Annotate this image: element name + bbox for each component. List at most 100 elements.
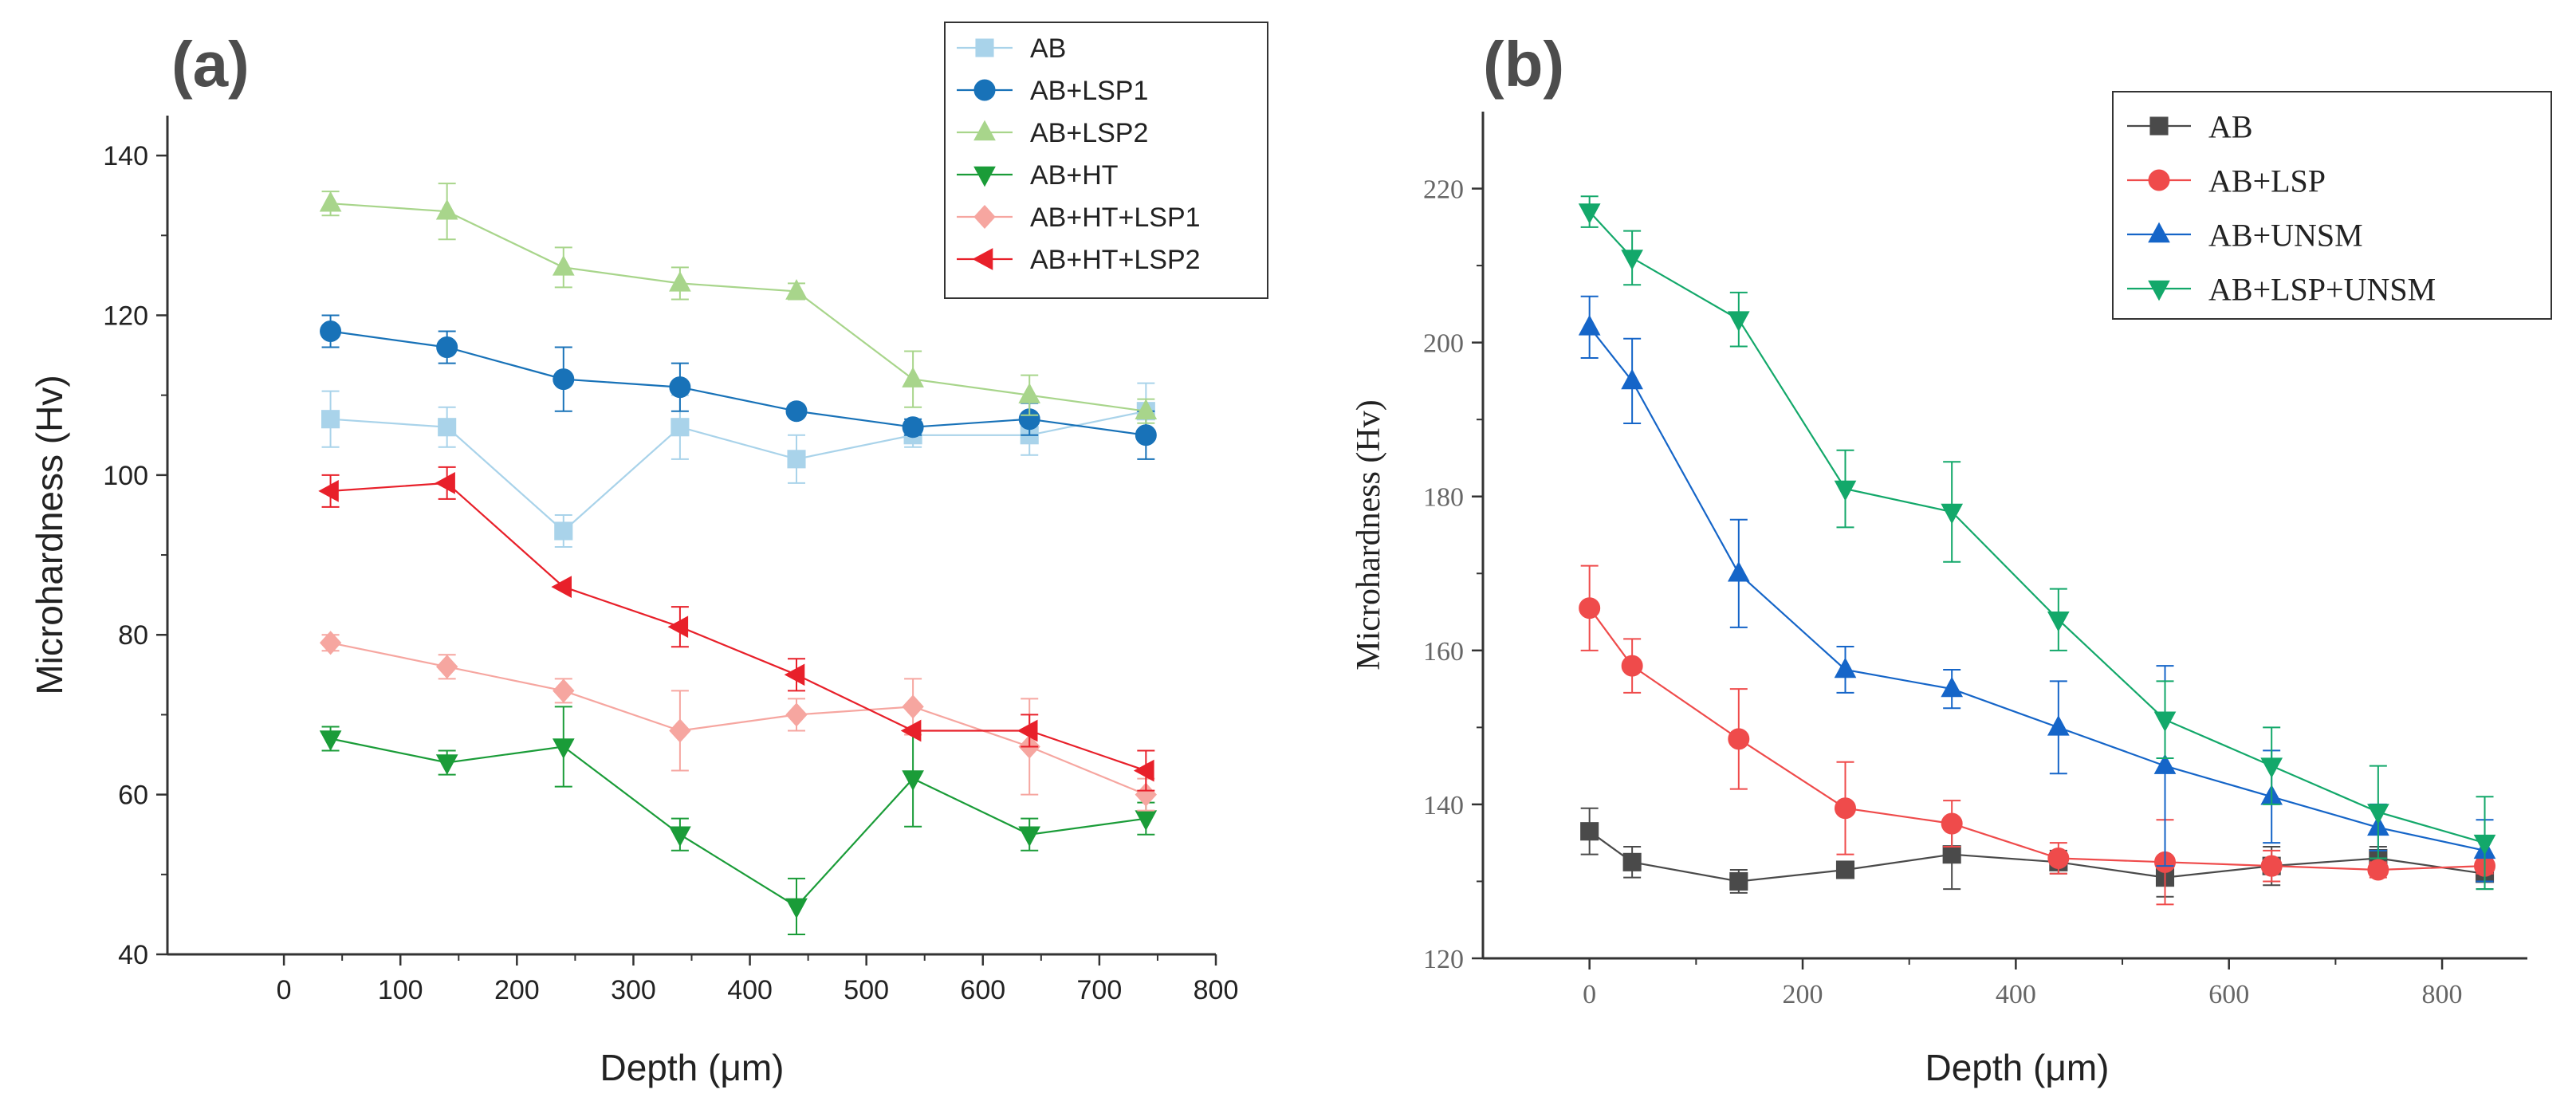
panel-a-point-ab <box>554 521 573 541</box>
panel-a-legend-marker-ab-ht-lsp2 <box>972 248 993 270</box>
panel-b-point-ab-lsp-unsm <box>2047 612 2070 632</box>
panel-a-point-ab-ht-lsp1 <box>669 718 691 743</box>
panel-b-x-tick-label: 0 <box>1583 980 1596 1009</box>
panel-a-point-ab-lsp1 <box>785 400 808 423</box>
panel-b-point-ab-unsm <box>1941 676 1964 698</box>
panel-b-x-tick-label: 600 <box>2208 980 2249 1009</box>
panel-a-y-axis-label: Microhardness (Hv) <box>29 375 70 694</box>
panel-a-series-ab-lsp2 <box>319 183 1158 424</box>
panel-a-legend-label-ab-ht-lsp1: AB+HT+LSP1 <box>1030 203 1201 233</box>
panel-b-y-axis-label: Microhardness (Hv) <box>1351 399 1387 670</box>
panel-b-point-ab-lsp <box>2260 855 2283 877</box>
panel-a-x-tick-label: 500 <box>844 975 889 1005</box>
panel-a-point-ab <box>321 410 340 429</box>
panel-b-point-ab-lsp <box>2367 859 2389 881</box>
panel-a-legend-label-ab-lsp1: AB+LSP1 <box>1030 76 1148 106</box>
panel-a-point-ab-ht-lsp1 <box>436 655 458 679</box>
panel-a-series-ab-ht-lsp2 <box>318 466 1155 792</box>
panel-a-point-ab-ht-lsp2 <box>1017 719 1038 742</box>
panel-a-y-tick-label: 140 <box>103 141 148 171</box>
panel-a-point-ab-lsp2 <box>552 255 575 276</box>
panel-a-point-ab-ht <box>785 898 808 919</box>
panel-a-point-ab-lsp1 <box>669 376 691 399</box>
panel-a-line-ab-lsp2 <box>330 203 1146 412</box>
panel-b-point-ab <box>1942 845 1961 864</box>
panel-b-legend-item-ab-lsp-unsm: AB+LSP+UNSM <box>2127 271 2436 307</box>
panel-a-point-ab <box>671 418 690 437</box>
panel-a-point-ab-ht <box>902 770 924 791</box>
panel-a-legend-label-ab-ht: AB+HT <box>1030 160 1119 191</box>
panel-a-label: (a) <box>171 29 250 100</box>
panel-a-legend-marker-ab <box>975 38 994 57</box>
panel-a-legend-marker-ab-lsp2 <box>973 120 996 141</box>
panel-b-point-ab-lsp <box>1834 797 1856 820</box>
panel-b-legend-item-ab: AB <box>2127 108 2253 144</box>
panel-a-point-ab-ht-lsp2 <box>667 616 689 639</box>
panel-a-legend-label-ab: AB <box>1030 33 1066 64</box>
panel-a: (a) 0 100 200 300 400 500 600 700 800 40 60 80 100 12… <box>29 22 1268 1088</box>
panel-b-point-ab-lsp-unsm <box>2260 757 2283 778</box>
panel-a-legend-item-ab-lsp2: AB+LSP2 <box>957 118 1148 148</box>
panel-b-x-axis-label: Depth (μm) <box>1925 1047 2110 1088</box>
panel-a-x-tick-label: 800 <box>1194 975 1239 1005</box>
panel-b-legend-box <box>2112 91 2552 320</box>
panel-b-point-ab <box>1580 822 1599 841</box>
panel-a-point-ab-lsp1 <box>553 368 575 391</box>
panel-a-series-ab <box>321 382 1155 549</box>
panel-b-y-tick-label: 160 <box>1423 637 1464 667</box>
panel-a-point-ab-lsp2 <box>435 199 458 220</box>
panel-b-point-ab-lsp <box>1728 728 1750 750</box>
panel-b-line-ab <box>1589 830 2485 883</box>
panel-a-x-tick-label: 600 <box>960 975 1005 1005</box>
panel-a-point-ab-lsp1 <box>320 321 342 343</box>
panel-a-point-ab-ht-lsp1 <box>785 702 808 727</box>
panel-b-legend-item-ab-lsp: AB+LSP <box>2127 163 2326 199</box>
panel-a-legend-box <box>944 22 1268 299</box>
panel-a-ticks: 0 100 200 300 400 500 600 700 800 40 60 80 100 120 140 <box>103 141 1238 1005</box>
panel-a-point-ab-ht-lsp1 <box>319 631 342 655</box>
panel-a-point-ab-ht-lsp1 <box>902 694 924 719</box>
panel-a-series-ab-ht <box>319 706 1158 935</box>
panel-a-point-ab-lsp2 <box>1018 383 1041 403</box>
panel-a-y-tick-label: 60 <box>118 781 148 811</box>
panel-b-legend: AB AB+LSP AB+UNSM AB+LSP+UNSM <box>2127 108 2436 307</box>
panel-b-line-ab-lsp-unsm <box>1588 210 2485 844</box>
panel-a-legend-label-ab-ht-lsp2: AB+HT+LSP2 <box>1030 245 1201 275</box>
panel-a-point-ab-lsp2 <box>1135 399 1158 419</box>
panel-a-legend-item-ab-lsp1: AB+LSP1 <box>957 76 1148 106</box>
panel-a-point-ab-ht <box>552 738 575 759</box>
panel-a-legend-marker-ab-lsp1 <box>973 79 996 101</box>
panel-a-point-ab-ht-lsp2 <box>318 480 339 502</box>
panel-b-y-tick-label: 200 <box>1423 329 1464 359</box>
panel-b-legend-marker-ab <box>2149 116 2169 136</box>
panel-b-point-ab <box>1835 860 1855 879</box>
panel-b-point-ab-unsm <box>1621 368 1643 390</box>
panel-a-point-ab-ht-lsp1 <box>553 678 575 703</box>
panel-b-point-ab-lsp <box>1579 597 1601 619</box>
panel-a-line-ab-ht <box>330 737 1146 908</box>
panel-b-series-ab-lsp-unsm <box>1578 195 2496 891</box>
panel-b-y-tick-label: 120 <box>1423 945 1464 974</box>
panel-a-point-ab-ht-lsp2 <box>551 576 572 598</box>
panel-b-x-tick-label: 800 <box>2422 980 2463 1009</box>
panel-b-point-ab-lsp-unsm <box>2367 804 2389 824</box>
panel-a-point-ab-ht-lsp2 <box>1133 759 1154 782</box>
panel-a-point-ab-ht <box>669 826 691 848</box>
panel-b-point-ab-lsp <box>1941 812 1963 835</box>
panel-a-point-ab <box>438 418 457 437</box>
panel-a-point-ab-lsp2 <box>785 279 808 300</box>
panel-a-point-ab <box>787 450 806 469</box>
panel-a-point-ab-ht-lsp2 <box>784 663 805 686</box>
panel-a-point-ab-ht <box>435 754 458 775</box>
panel-b-point-ab-lsp-unsm <box>1941 503 1964 525</box>
panel-a-x-tick-label: 400 <box>727 975 773 1005</box>
panel-a-point-ab-lsp1 <box>1135 424 1157 446</box>
panel-b-point-ab-unsm <box>1834 657 1857 678</box>
panel-a-x-tick-label: 300 <box>611 975 656 1005</box>
panel-a-legend-label-ab-lsp2: AB+LSP2 <box>1030 118 1148 148</box>
panel-b-legend-marker-ab-unsm <box>2148 222 2170 243</box>
panel-b-point-ab-lsp-unsm <box>2153 711 2177 733</box>
panel-a-legend-item-ab: AB <box>957 33 1066 64</box>
panel-b-series-ab-lsp <box>1579 564 2496 906</box>
